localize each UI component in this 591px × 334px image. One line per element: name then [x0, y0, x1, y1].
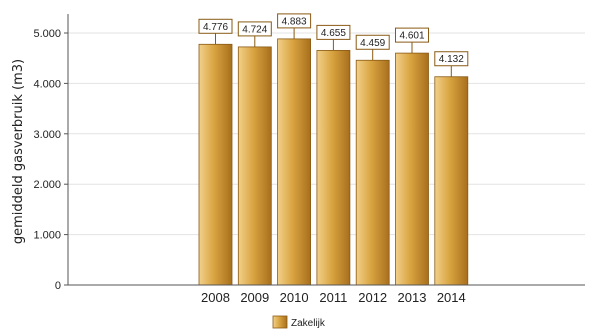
data-label-2010: 4.883	[282, 16, 307, 27]
data-label-box-2012	[355, 34, 390, 50]
data-label-2013: 4.601	[399, 31, 424, 42]
y-tick-label: 2.000	[33, 179, 61, 191]
y-axis-ticks: 0 1.000 2.000 3.000 4.000 5.000	[33, 28, 68, 292]
data-label-box-2008	[198, 18, 233, 34]
data-labels: 4.776 4.724 4.883 4.655 4.459 4.601 4.132	[198, 13, 469, 67]
data-label-box-2010	[277, 13, 312, 29]
data-label-box-2009	[237, 21, 272, 37]
x-axis-ticks: 2008 2009 2010 2011 2012 2013 2014	[201, 290, 466, 305]
y-tick-label: 0	[55, 280, 61, 292]
data-label-2008: 4.776	[203, 22, 228, 33]
y-tick-label: 4.000	[33, 78, 61, 90]
bar-2009	[237, 46, 272, 286]
data-label-box-2014	[434, 51, 469, 67]
x-tick-label-2009: 2009	[240, 290, 269, 305]
data-label-2012: 4.459	[360, 38, 385, 49]
y-tick-label: 3.000	[33, 129, 61, 141]
x-tick-label-2012: 2012	[358, 290, 387, 305]
y-tick-label: 1.000	[33, 230, 61, 242]
x-tick-label-2011: 2011	[319, 290, 347, 305]
data-label-box-2013	[395, 27, 429, 43]
bar-2013	[395, 52, 429, 286]
data-label-2011: 4.655	[321, 28, 346, 39]
legend[interactable]: Zakelijk	[272, 315, 326, 329]
x-tick-label-2014: 2014	[437, 290, 466, 305]
data-label-box-2011	[316, 24, 351, 40]
x-tick-label-2008: 2008	[201, 290, 230, 305]
bar-2014	[434, 76, 469, 286]
bar-2010	[277, 38, 312, 286]
y-tick-label: 5.000	[33, 28, 61, 40]
y-axis-label: gemiddeld gasverbruik (m3)	[11, 59, 26, 244]
bar-2011	[316, 49, 351, 286]
bar-2008	[198, 43, 233, 286]
data-label-2014: 4.132	[439, 54, 464, 65]
x-tick-label-2013: 2013	[398, 290, 427, 305]
x-tick-label-2010: 2010	[280, 290, 309, 305]
data-label-2009: 4.724	[242, 24, 267, 35]
bar-2012	[355, 59, 390, 286]
bars	[198, 38, 469, 286]
legend-swatch-zakelijk	[272, 315, 288, 329]
legend-label-zakelijk: Zakelijk	[291, 318, 326, 329]
